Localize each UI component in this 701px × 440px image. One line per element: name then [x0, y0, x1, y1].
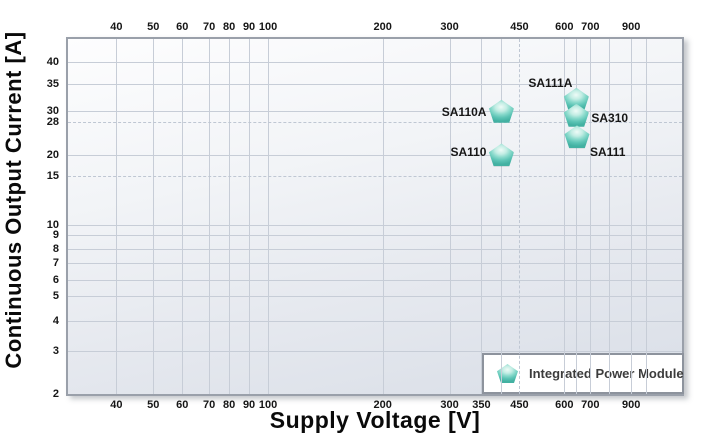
- x-tick-label-bottom: 80: [222, 399, 236, 411]
- pentagon-marker-icon: [564, 125, 590, 149]
- y-tick-label: 15: [46, 170, 59, 183]
- gridline-y: [68, 351, 682, 353]
- plot-area: Integrated Power Module SA110A SA110 SA111…: [66, 37, 684, 396]
- gridline-y: [68, 225, 682, 227]
- x-tick-label-top: 700: [581, 21, 600, 33]
- gridline-y: [68, 155, 682, 157]
- y-tick-label: 9: [52, 228, 59, 241]
- x-tick-label-bottom: 200: [373, 399, 392, 411]
- x-tick-label-bottom: 60: [176, 399, 189, 411]
- y-tick-label: 2: [52, 388, 59, 400]
- pentagon-marker-icon: [488, 99, 514, 123]
- gridline-y: [68, 234, 682, 236]
- gridline-x: [501, 39, 503, 394]
- pentagon-marker-icon: [563, 103, 589, 127]
- gridline-y: [68, 176, 682, 178]
- pentagon-marker-icon: [563, 87, 589, 111]
- x-tick-label-bottom: 450: [510, 399, 529, 411]
- gridline-x: [268, 39, 270, 394]
- gridline-x: [449, 39, 451, 394]
- y-tick-label: 28: [46, 116, 59, 129]
- x-tick-label-top: 70: [203, 21, 216, 33]
- gridline-x: [209, 39, 211, 394]
- y-tick-label: 4: [52, 315, 59, 328]
- x-tick-label-bottom: 100: [258, 399, 278, 411]
- gridline-x: [609, 39, 611, 394]
- y-tick-label: 7: [52, 256, 59, 269]
- y-tick-label: 35: [46, 77, 59, 90]
- gridline-y: [68, 262, 682, 264]
- x-tick-label-bottom: 50: [147, 399, 160, 411]
- gridline-x: [116, 39, 118, 394]
- pentagon-marker-icon: [488, 143, 514, 167]
- gridline-y: [68, 61, 682, 63]
- pentagon-marker-icon: [497, 364, 518, 383]
- x-tick-label-bottom: 350: [472, 399, 491, 411]
- gridline-y: [68, 279, 682, 281]
- data-point-label: SA111A: [528, 75, 573, 90]
- legend-label: Integrated Power Module: [529, 366, 684, 381]
- x-axis-title: Supply Voltage [V]: [269, 407, 481, 433]
- x-tick-label-bottom: 300: [440, 399, 459, 411]
- x-tick-label-bottom: 700: [581, 399, 600, 411]
- gridline-x: [519, 39, 521, 394]
- gridline-x: [153, 39, 155, 394]
- gridline-y: [68, 83, 682, 85]
- data-point-label: SA111: [590, 145, 626, 160]
- gridline-x: [646, 39, 648, 394]
- x-tick-label-top: 60: [176, 21, 189, 33]
- gridline-x: [576, 39, 578, 394]
- y-tick-label: 6: [52, 273, 59, 286]
- data-point-label: SA110A: [441, 104, 487, 119]
- gridline-x: [631, 39, 633, 394]
- gridline-x: [249, 39, 251, 394]
- y-tick-label: 20: [46, 149, 59, 162]
- gridline-x: [229, 39, 231, 394]
- x-tick-label-top: 50: [147, 21, 160, 33]
- gridline-x: [564, 39, 566, 394]
- x-tick-label-top: 80: [222, 21, 236, 33]
- data-point-label: SA310: [591, 110, 629, 125]
- gridline-y: [68, 122, 682, 124]
- x-tick-label-top: 600: [555, 21, 574, 33]
- x-tick-label-bottom: 70: [203, 399, 216, 411]
- x-tick-label-top: 200: [373, 21, 392, 33]
- x-tick-label-top: 300: [440, 21, 459, 33]
- y-tick-label: 8: [52, 242, 59, 255]
- gridline-x: [481, 39, 483, 394]
- x-tick-label-bottom: 40: [110, 399, 123, 411]
- gridline-x: [182, 39, 184, 394]
- x-tick-label-bottom: 90: [242, 399, 256, 411]
- y-tick-label: 30: [46, 104, 59, 117]
- gridline-y: [68, 248, 682, 250]
- y-tick-label: 10: [46, 219, 59, 232]
- gridline-y: [68, 295, 682, 297]
- gridline-x: [590, 39, 592, 394]
- data-point-label: SA110: [450, 145, 487, 160]
- x-tick-label-top: 450: [510, 21, 529, 33]
- x-tick-label-top: 90: [242, 21, 256, 33]
- x-tick-label-top: 100: [258, 21, 278, 33]
- gridline-y: [68, 110, 682, 112]
- y-tick-label: 40: [46, 55, 59, 68]
- x-tick-label-bottom: 900: [621, 399, 641, 411]
- x-tick-label-bottom: 600: [555, 399, 574, 411]
- y-tick-label: 5: [52, 289, 59, 302]
- x-tick-label-top: 900: [621, 21, 641, 33]
- gridline-x: [382, 39, 384, 394]
- x-tick-label-top: 40: [110, 21, 123, 33]
- y-tick-label: 3: [52, 345, 59, 358]
- legend: Integrated Power Module: [482, 353, 684, 394]
- gridline-y: [68, 321, 682, 323]
